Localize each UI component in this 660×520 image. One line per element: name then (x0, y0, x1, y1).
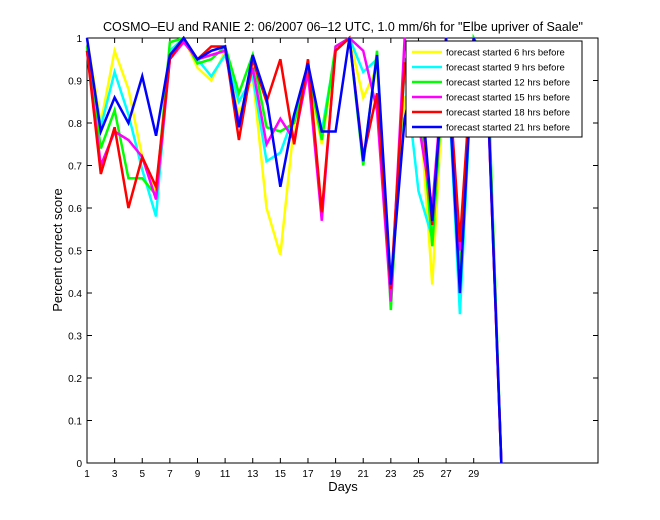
legend-label-2: forecast started 9 hrs before (446, 63, 565, 74)
legend-label-3: forecast started 12 hrs before (446, 78, 570, 89)
legend-box (405, 40, 583, 138)
y-tick-label: 0.1 (68, 417, 82, 428)
legend-label-1: forecast started 6 hrs before (446, 48, 565, 59)
x-tick-label: 17 (302, 469, 314, 480)
x-tick-label: 13 (247, 469, 259, 480)
legend: forecast started 6 hrs before forecast st… (405, 40, 583, 138)
legend-label-5: forecast started 18 hrs before (446, 108, 570, 119)
y-tick-label: 1 (76, 34, 82, 45)
y-tick-label: 0.6 (68, 204, 82, 215)
y-axis-label: Percent correct score (50, 188, 65, 312)
series-line-6 (85, 35, 503, 464)
x-tick-label: 5 (139, 469, 145, 480)
x-tick-label: 11 (220, 469, 231, 480)
x-tick-label: 21 (358, 469, 370, 480)
chart-title: COSMO–EU and RANIE 2: 06/2007 06–12 UTC,… (103, 20, 583, 34)
x-tick-label: 3 (112, 469, 118, 480)
y-tick-label: 0.2 (68, 374, 82, 385)
x-tick-label: 27 (441, 469, 453, 480)
x-tick-label: 1 (84, 469, 90, 480)
x-tick-label: 9 (195, 469, 201, 480)
y-tick-label: 0.7 (68, 162, 82, 173)
y-tick-label: 0.3 (68, 332, 82, 343)
legend-label-4: forecast started 15 hrs before (446, 93, 570, 104)
legend-label-6: forecast started 21 hrs before (446, 123, 570, 134)
series-layer (85, 33, 503, 464)
x-tick-label: 15 (275, 469, 287, 480)
x-tick-label: 29 (468, 469, 480, 480)
x-tick-label: 7 (167, 469, 173, 480)
x-tick-label: 25 (413, 469, 425, 480)
y-tick-label: 0.9 (68, 77, 82, 88)
y-tick-label: 0.5 (68, 247, 82, 258)
y-tick-label: 0 (76, 459, 82, 470)
x-axis-label: Days (328, 479, 358, 494)
x-axis: 1 3 5 7 9 11 13 15 17 19 21 23 25 27 29 (84, 38, 480, 480)
series-line-5 (85, 35, 503, 464)
x-tick-label: 23 (385, 469, 397, 480)
y-tick-label: 0.8 (68, 119, 82, 130)
y-tick-label: 0.4 (68, 289, 82, 300)
x-tick-label: 19 (330, 469, 342, 480)
